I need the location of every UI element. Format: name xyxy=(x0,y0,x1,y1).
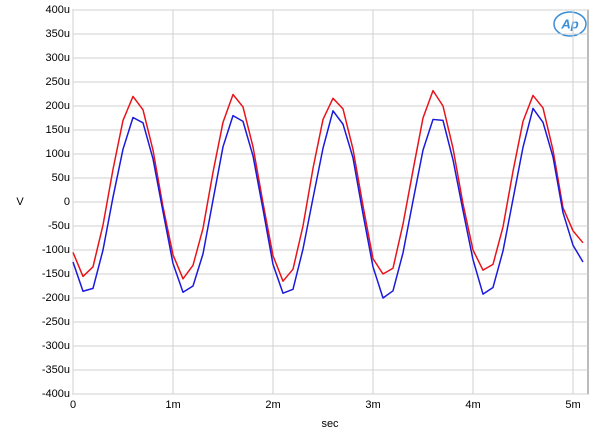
x-tick-label: 5m xyxy=(565,399,580,411)
x-tick-label: 2m xyxy=(265,399,280,411)
y-tick-label: 0 xyxy=(64,196,70,208)
x-tick-label: 3m xyxy=(365,399,380,411)
y-tick-label: 150u xyxy=(46,124,70,136)
y-tick-label: 200u xyxy=(46,100,70,112)
y-tick-label: 350u xyxy=(46,28,70,40)
y-tick-label: -200u xyxy=(42,292,70,304)
y-tick-label: 100u xyxy=(46,148,70,160)
y-tick-label: -400u xyxy=(42,388,70,400)
logo: Ap xyxy=(560,16,578,31)
y-tick-label: -300u xyxy=(42,340,70,352)
y-tick-label: 50u xyxy=(52,172,70,184)
series-line xyxy=(72,107,584,299)
series-line xyxy=(72,89,584,282)
y-tick-label: -150u xyxy=(42,268,70,280)
y-tick-label: 300u xyxy=(46,52,70,64)
y-tick-label: -100u xyxy=(42,244,70,256)
y-tick-label: -250u xyxy=(42,316,70,328)
x-axis-label: sec xyxy=(321,418,339,430)
y-axis-label: V xyxy=(16,196,24,208)
logo-ring xyxy=(553,11,587,37)
y-tick-label: 400u xyxy=(46,4,70,16)
y-tick-label: -50u xyxy=(48,220,70,232)
x-tick-label: 1m xyxy=(165,399,180,411)
y-tick-label: -350u xyxy=(42,364,70,376)
x-tick-label: 4m xyxy=(465,399,480,411)
y-tick-label: 250u xyxy=(46,76,70,88)
x-tick-label: 0 xyxy=(70,399,76,411)
